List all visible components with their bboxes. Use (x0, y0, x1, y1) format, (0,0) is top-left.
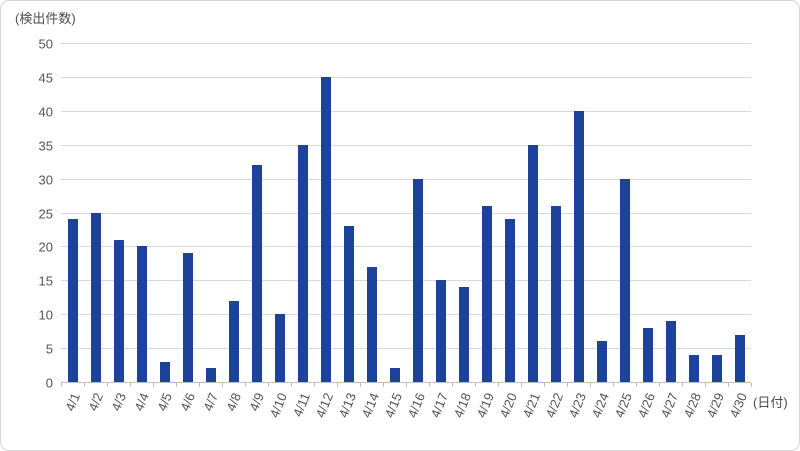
bar-4/25 (619, 178, 630, 382)
bar-4/19 (481, 205, 492, 382)
bar-4/21 (527, 144, 538, 382)
bar-4/16 (412, 178, 423, 382)
bar-4/26 (642, 327, 653, 382)
x-axis-tick (314, 383, 315, 387)
x-axis-tick (544, 383, 545, 387)
y-tick-label: 15 (38, 273, 53, 289)
y-tick-label: 25 (38, 206, 53, 221)
x-axis-tick (567, 383, 568, 387)
x-axis-tick (199, 383, 200, 387)
x-axis-tick (245, 383, 246, 387)
y-tick-label: 50 (38, 36, 53, 52)
plot-area (61, 43, 752, 387)
gridline (61, 348, 751, 350)
y-tick-label: 0 (45, 375, 53, 391)
x-axis-tick (383, 383, 384, 387)
bar-4/27 (665, 320, 676, 382)
x-axis-tick (521, 383, 522, 387)
x-axis-tick (728, 383, 729, 387)
bar-4/15 (389, 368, 400, 382)
x-axis-tick (153, 383, 154, 387)
gridline (61, 110, 751, 112)
x-axis-tick (176, 383, 177, 387)
x-axis-tick (337, 383, 338, 387)
x-axis-unit-label: (日付) (753, 395, 788, 410)
bar-4/10 (274, 314, 285, 382)
y-tick-label: 30 (38, 172, 53, 188)
x-axis-tick (682, 383, 683, 387)
gridline (61, 280, 751, 282)
bar-4/7 (205, 368, 216, 382)
y-tick-label: 10 (38, 307, 53, 323)
gridline (61, 43, 751, 44)
x-axis-tick (613, 383, 614, 387)
y-tick-label: 5 (45, 341, 53, 357)
x-axis-tick (61, 383, 62, 387)
x-axis-tick (107, 383, 108, 387)
y-tick-label: 20 (38, 239, 53, 255)
bar-4/2 (90, 212, 101, 382)
bar-4/9 (251, 165, 262, 382)
gridline (61, 212, 751, 214)
bar-4/20 (504, 219, 515, 382)
bar-4/29 (711, 354, 722, 382)
x-axis-tick (705, 383, 706, 387)
bar-4/12 (320, 76, 331, 382)
x-axis-tick (406, 383, 407, 387)
bar-4/3 (113, 239, 124, 382)
gridline (61, 144, 751, 146)
bar-4/23 (573, 110, 584, 382)
x-axis-tick (475, 383, 476, 387)
y-axis-unit-label: (検出件数) (15, 11, 76, 26)
x-axis-tick (452, 383, 453, 387)
y-tick-label: 40 (38, 104, 53, 120)
gridline (61, 178, 751, 180)
x-axis-tick (636, 383, 637, 387)
bar-4/11 (297, 144, 308, 382)
bar-4/14 (366, 266, 377, 382)
bar-4/1 (67, 219, 78, 382)
x-axis-tick (429, 383, 430, 387)
bar-4/13 (343, 226, 354, 382)
y-tick-label: 45 (38, 70, 53, 86)
x-axis-tick (590, 383, 591, 387)
gridline (61, 314, 751, 316)
gridline (61, 246, 751, 248)
x-axis-tick-labels: 4/1 4/2 4/3 4/4 4/5 4/6 4/7 4/8 4/9 4/10 4/11 4/12 4… (61, 387, 751, 449)
x-axis-tick (360, 383, 361, 387)
bar-4/4 (136, 246, 147, 382)
bar-4/22 (550, 205, 561, 382)
bar-4/28 (688, 354, 699, 382)
x-axis-tick (222, 383, 223, 387)
bar-4/5 (159, 361, 170, 382)
y-tick-label: 35 (38, 138, 53, 154)
bar-4/30 (734, 334, 745, 382)
x-axis-tick (268, 383, 269, 387)
x-axis-tick (751, 383, 752, 387)
bar-4/17 (435, 280, 446, 382)
x-axis-tick (291, 383, 292, 387)
x-axis-tick (498, 383, 499, 387)
bar-4/24 (596, 341, 607, 382)
x-axis-tick (84, 383, 85, 387)
x-axis-tick (659, 383, 660, 387)
gridline (61, 76, 751, 78)
bar-4/8 (228, 300, 239, 382)
bar-4/18 (458, 287, 469, 382)
y-axis-tick-labels: 0 5 10 15 20 25 30 35 40 45 50 (1, 38, 53, 390)
x-axis-tick (130, 383, 131, 387)
bar-4/6 (182, 253, 193, 382)
